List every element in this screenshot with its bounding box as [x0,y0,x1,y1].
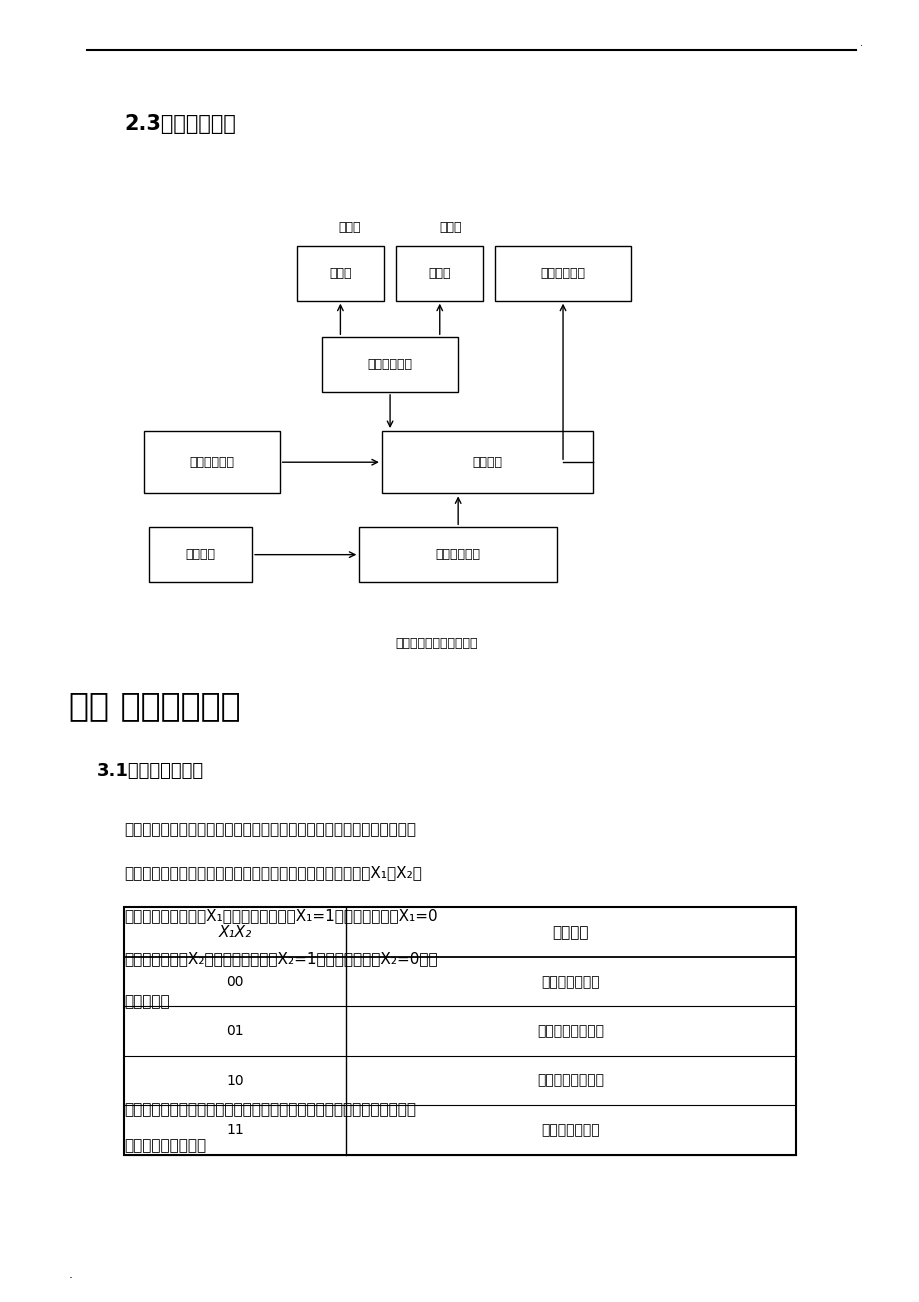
Text: ·: · [69,1272,73,1285]
Text: 主控电路: 主控电路 [472,456,502,469]
Text: 00: 00 [226,975,244,988]
Text: 表示主路没车，X₂表示支路车辆，且X₂=1表示支路有车，X₂=0表示: 表示主路没车，X₂表示支路车辆，且X₂=1表示支路有车，X₂=0表示 [124,950,437,966]
Text: 11: 11 [226,1124,244,1137]
Text: 主路支路车辆总共有四种情况，分别是：主路支路都没车，主路没车支路: 主路支路车辆总共有四种情况，分别是：主路支路都没车，主路没车支路 [124,822,415,837]
Text: 支干道: 支干道 [439,221,461,234]
Bar [124,907,795,1155]
Text: 交通灯控制电路原理框图: 交通灯控制电路原理框图 [395,637,478,650]
Text: 红黄绿: 红黄绿 [329,267,351,280]
Text: X₁X₂: X₁X₂ [218,924,252,940]
Text: 主路支路都没车: 主路支路都没车 [541,975,599,988]
Text: 主干道: 主干道 [338,221,360,234]
Text: 主路有车支路没车: 主路有车支路没车 [537,1074,604,1087]
Bar [396,246,483,301]
Text: 三、 单元电路设计: 三、 单元电路设计 [69,689,241,723]
Bar [149,527,252,582]
Text: 选用器材：两个按键开关，这次我们设计的电路中，按键按下表示有车，: 选用器材：两个按键开关，这次我们设计的电路中，按键按下表示有车， [124,1101,415,1117]
Text: 译码驱动电路: 译码驱动电路 [368,358,412,371]
Text: 01: 01 [226,1025,244,1038]
Text: 支路没车。: 支路没车。 [124,993,170,1009]
Text: 按键没按表示没车。: 按键没按表示没车。 [124,1138,206,1154]
Bar [359,527,557,582]
Bar [143,431,279,493]
Text: 10: 10 [226,1074,244,1087]
Bar [322,337,458,392]
Text: 主路没车支路有车: 主路没车支路有车 [537,1025,604,1038]
Text: 2.3、系统原理图: 2.3、系统原理图 [124,113,236,134]
Text: 时基电路: 时基电路 [186,548,215,561]
Bar [494,246,630,301]
Bar [381,431,593,493]
Text: 车辆情况: 车辆情况 [552,924,588,940]
Text: 车辆检测电路: 车辆检测电路 [189,456,233,469]
Text: 计时控制电路: 计时控制电路 [436,548,480,561]
Text: .: . [859,38,862,47]
Text: 3.1、车辆检测电路: 3.1、车辆检测电路 [96,762,203,780]
Text: 主路支路都有车: 主路支路都有车 [541,1124,599,1137]
Bar [297,246,384,301]
Text: 计时显示电路: 计时显示电路 [540,267,584,280]
Text: 以表示这四种情况，X₁表示主路车辆，且X₁=1表示主路有车，X₁=0: 以表示这四种情况，X₁表示主路车辆，且X₁=1表示主路有车，X₁=0 [124,907,437,923]
Text: 红黄绿: 红黄绿 [428,267,450,280]
Text: 有车，主路有车支路没车，主路支路都有车；用两个状态变量X₁、X₂可: 有车，主路有车支路没车，主路支路都有车；用两个状态变量X₁、X₂可 [124,865,422,880]
